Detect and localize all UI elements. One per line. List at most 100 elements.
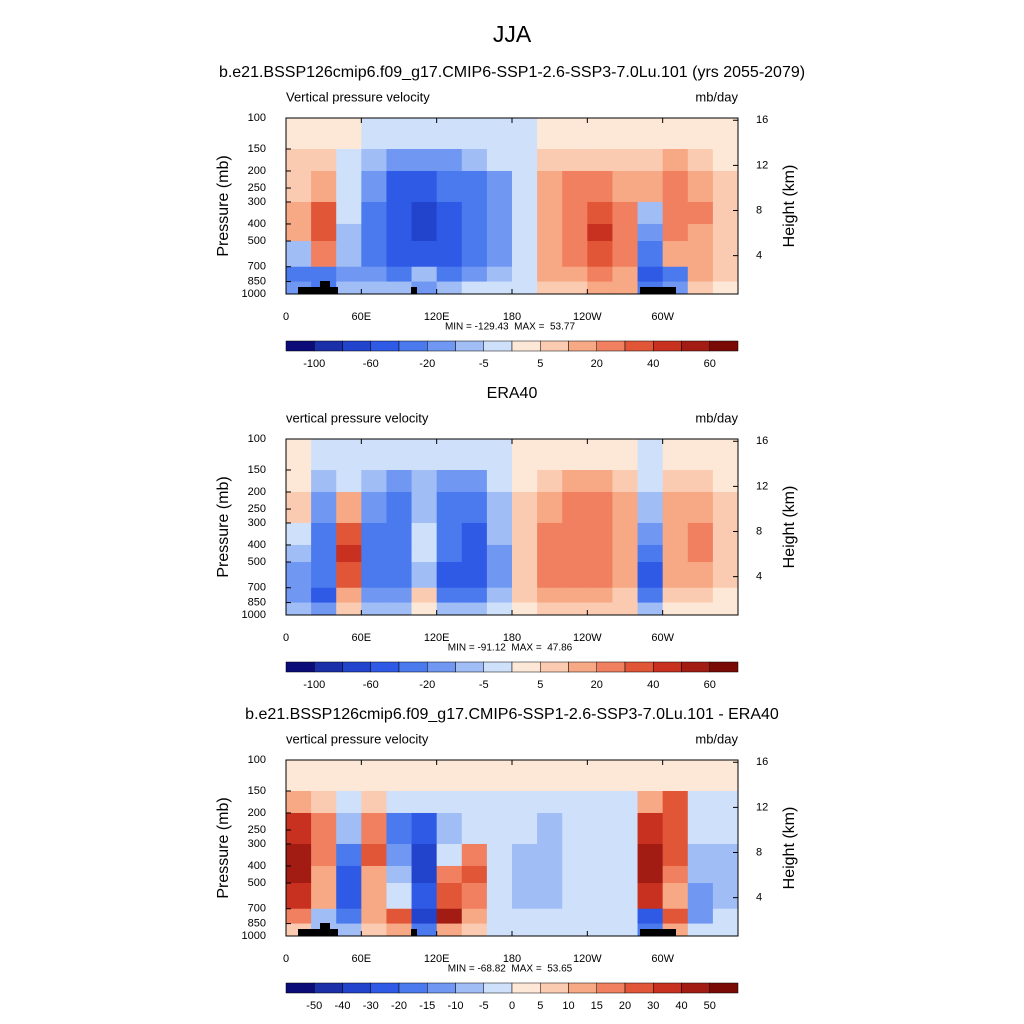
- contour-cell: [361, 201, 387, 225]
- contour-cell: [687, 843, 714, 867]
- colorbar-box: [653, 661, 682, 673]
- contour-cell: [336, 281, 362, 295]
- contour-cell: [436, 760, 463, 792]
- x-tick-label: 180: [503, 311, 521, 323]
- contour-cell: [537, 544, 563, 563]
- contour-cell: [336, 883, 362, 910]
- y-tick-label: 250: [248, 182, 266, 194]
- y-tick-label: 150: [248, 464, 266, 476]
- y-tick-label: 100: [248, 433, 266, 445]
- y-tick-label: 700: [248, 582, 266, 594]
- contour-cell: [411, 241, 438, 268]
- contour-cell: [637, 587, 664, 604]
- contour-cell: [712, 170, 739, 203]
- contour-cell: [486, 469, 513, 493]
- colorbar-box: [285, 661, 315, 673]
- contour-cell: [512, 469, 538, 493]
- contour-cell: [537, 865, 563, 884]
- contour-cell: [587, 148, 613, 172]
- colorbar-box: [370, 661, 400, 673]
- contour-cell: [687, 812, 714, 845]
- colorbar-label: -100: [303, 358, 325, 370]
- contour-cell: [436, 544, 463, 563]
- contour-cell: [311, 602, 337, 616]
- y-tick-label: 300: [248, 196, 266, 208]
- contour-cell: [687, 118, 714, 150]
- colorbar-box: [455, 340, 484, 352]
- contour-cell: [411, 491, 438, 524]
- contour-cell: [286, 790, 312, 814]
- contour-cell: [612, 544, 639, 563]
- y-tick-label: 1000: [242, 288, 266, 300]
- contour-cell: [311, 118, 337, 150]
- colorbar-label: -50: [306, 1000, 322, 1012]
- contour-cell: [662, 602, 689, 616]
- contour-cell: [587, 266, 613, 283]
- contour-cell: [461, 522, 488, 546]
- colorbar-box: [342, 661, 371, 673]
- colorbar-box: [511, 661, 541, 673]
- contour-cell: [386, 241, 413, 268]
- y-tick-label: 1000: [242, 609, 266, 621]
- contour-cell: [712, 148, 739, 172]
- contour-cell: [436, 281, 463, 295]
- contour-cell: [562, 562, 588, 589]
- contour-cell: [687, 562, 714, 589]
- contour-cell: [587, 241, 613, 268]
- contour-cell: [637, 170, 664, 203]
- contour-cell: [411, 908, 438, 925]
- topography-block: [298, 929, 338, 936]
- contour-cell: [361, 522, 387, 546]
- colorbar-box: [370, 982, 400, 994]
- contour-cell: [637, 544, 664, 563]
- contour-cell: [461, 281, 488, 295]
- contour-cell: [587, 281, 613, 295]
- contour-cell: [386, 469, 413, 493]
- contour-cell: [361, 241, 387, 268]
- y-tick-label: 150: [248, 143, 266, 155]
- contour-cell: [361, 170, 387, 203]
- colorbar-box: [681, 661, 710, 673]
- contour-cell: [386, 439, 413, 471]
- contour-cell: [562, 241, 588, 268]
- colorbar-label: -60: [363, 679, 379, 691]
- colorbar-box: [709, 982, 739, 994]
- contour-cell: [361, 843, 387, 867]
- contour-cell: [486, 439, 513, 471]
- y-axis-label: Pressure (mb): [215, 155, 232, 256]
- contour-cell: [512, 170, 538, 203]
- contour-cell: [411, 266, 438, 283]
- contour-cell: [361, 865, 387, 884]
- contour-cell: [687, 201, 714, 225]
- colorbar-box: [455, 982, 484, 994]
- y2-axis-label: Height (km): [781, 165, 798, 248]
- contour-cell: [562, 170, 588, 203]
- colorbar-label: 20: [591, 358, 603, 370]
- contour-cell: [286, 562, 312, 589]
- contour-cell: [537, 587, 563, 604]
- contour-cell: [361, 281, 387, 295]
- contour-cell: [562, 760, 588, 792]
- colorbar-box: [596, 340, 626, 352]
- contour-cell: [336, 587, 362, 604]
- contour-cell: [436, 865, 463, 884]
- colorbar-box: [540, 661, 569, 673]
- contour-cell: [461, 843, 488, 867]
- contour-cell: [612, 491, 639, 524]
- contour-cell: [712, 223, 739, 242]
- contour-cell: [411, 522, 438, 546]
- contour-cell: [436, 602, 463, 616]
- contour-cell: [411, 281, 438, 295]
- y2-tick-label: 4: [756, 250, 762, 262]
- contour-cell: [486, 790, 513, 814]
- contour-cell: [587, 170, 613, 203]
- colorbar-box: [624, 340, 654, 352]
- contour-cell: [461, 908, 488, 925]
- contour-cell: [486, 923, 513, 937]
- contour-cell: [336, 241, 362, 268]
- contour-cell: [637, 562, 664, 589]
- contour-cell: [687, 587, 714, 604]
- contour-cell: [537, 439, 563, 471]
- contour-cell: [512, 522, 538, 546]
- contour-cell: [361, 266, 387, 283]
